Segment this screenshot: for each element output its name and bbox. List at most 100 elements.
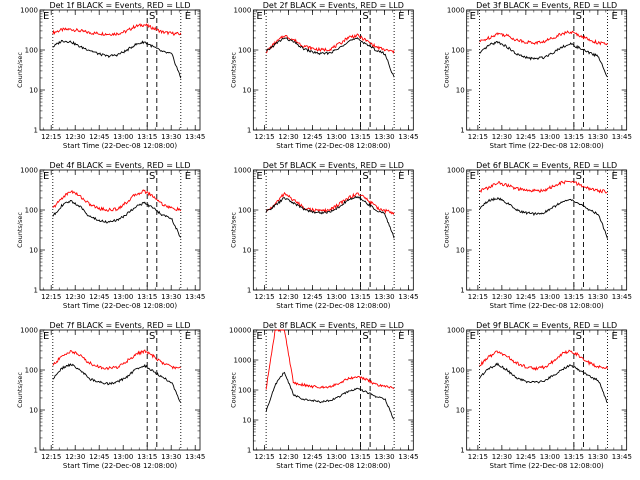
x-tick-label: 12:30 [65,133,85,141]
x-tick-label: 12:45 [89,453,109,461]
plot-frame [39,169,201,291]
x-tick-label: 12:30 [492,293,512,301]
y-tick-label: 100 [25,47,38,55]
x-tick-label: 12:15 [468,453,488,461]
y-tick-label: 10 [29,87,38,95]
y-tick-label: 100 [451,367,464,375]
y-tick-label: 1000 [234,7,252,15]
y-tick-label: 10 [242,87,251,95]
x-tick-label: 13:30 [374,293,394,301]
x-tick-label: 13:45 [185,293,205,301]
region-marker-e: E [611,171,617,182]
x-tick-label: 12:45 [516,453,536,461]
x-tick-label: 13:30 [161,133,181,141]
x-tick-label: 13:15 [564,293,584,301]
x-tick-label: 12:30 [278,293,298,301]
x-tick-label: 12:15 [468,293,488,301]
x-tick-label: 13:00 [113,133,133,141]
plot-frame [466,329,628,451]
region-marker-e: E [398,171,404,182]
x-tick-label: 13:15 [350,133,370,141]
x-tick-label: 13:00 [540,453,560,461]
x-tick-label: 12:45 [302,133,322,141]
x-tick-label: 13:30 [161,293,181,301]
x-tick-label: 13:45 [612,133,632,141]
y-tick-label: 10 [456,407,465,415]
x-tick-label: 13:45 [398,133,418,141]
y-axis-label: Counts/sec [16,52,24,88]
plot-frame [39,329,201,451]
region-marker-s: S [149,171,155,182]
x-tick-label: 13:00 [113,453,133,461]
y-tick-label: 1 [34,127,38,135]
panel-title: Det 2f BLACK = Events, RED = LLD [263,1,404,10]
region-marker-s: S [362,11,368,22]
region-marker-e: E [256,331,262,342]
plot-frame [466,9,628,131]
panel-title: Det 3f BLACK = Events, RED = LLD [476,1,617,10]
panel-8: Det 8f BLACK = Events, RED = LLD 1 10 100 10… [229,321,419,470]
x-tick-label: 13:15 [350,293,370,301]
x-tick-label: 12:45 [516,133,536,141]
region-marker-s: S [576,171,582,182]
y-tick-label: 1 [247,447,251,455]
y-tick-label: 10 [456,247,465,255]
y-tick-label: 100 [238,207,251,215]
x-tick-label: 13:15 [564,133,584,141]
y-axis-label: Counts/sec [443,52,451,88]
x-tick-label: 13:00 [540,133,560,141]
region-marker-e: E [470,171,476,182]
y-tick-label: 1000 [20,7,38,15]
x-tick-label: 12:45 [516,293,536,301]
y-tick-label: 1 [247,287,251,295]
x-tick-label: 13:00 [113,293,133,301]
region-marker-e: E [398,331,404,342]
x-axis-label: Start Time (22-Dec-08 12:08:00) [276,462,390,470]
x-tick-label: 12:30 [65,453,85,461]
x-axis-label: Start Time (22-Dec-08 12:08:00) [63,142,177,150]
x-tick-label: 13:45 [398,453,418,461]
plot-frame [252,169,414,291]
lld-series-line [479,180,608,194]
lld-series-line [265,191,395,216]
panel-title: Det 7f BLACK = Events, RED = LLD [49,321,190,330]
x-tick-label: 12:45 [89,133,109,141]
x-tick-label: 13:30 [588,133,608,141]
y-tick-label: 1000 [447,167,465,175]
y-tick-label: 100 [25,207,38,215]
lld-series-line [52,23,182,37]
panel-title: Det 5f BLACK = Events, RED = LLD [263,161,404,170]
y-tick-label: 1 [460,127,464,135]
region-marker-e: E [256,171,262,182]
lld-series-line [52,189,182,213]
x-axis-label: Start Time (22-Dec-08 12:08:00) [490,302,604,310]
events-series-line [52,39,182,79]
lld-series-line [52,349,181,371]
y-axis-label: Counts/sec [443,212,451,248]
panel-3: Det 3f BLACK = Events, RED = LLD 1 10 100 10… [443,1,632,150]
lld-series-line [265,329,395,390]
x-axis-label: Start Time (22-Dec-08 12:08:00) [276,142,390,150]
x-tick-label: 13:30 [161,453,181,461]
y-tick-label: 10000 [229,327,251,335]
lld-series-line [479,30,608,46]
x-tick-label: 12:15 [41,293,61,301]
y-tick-label: 1 [247,127,251,135]
panel-7: Det 7f BLACK = Events, RED = LLD 1 10 100 10… [16,321,205,470]
region-marker-s: S [149,11,155,22]
x-tick-label: 13:15 [137,133,157,141]
x-tick-label: 13:00 [326,453,346,461]
y-axis-label: Counts/sec [16,372,24,408]
panel-4: Det 4f BLACK = Events, RED = LLD 1 10 100 10… [16,161,205,310]
y-tick-label: 1000 [234,167,252,175]
y-tick-label: 1000 [447,7,465,15]
x-tick-label: 13:45 [612,293,632,301]
plot-frame [39,9,201,131]
panel-1: Det 1f BLACK = Events, RED = LLD 1 10 100 10… [16,1,205,150]
lld-series-line [265,33,395,54]
plot-frame [466,169,628,291]
y-axis-label: Counts/sec [443,372,451,408]
x-tick-label: 13:45 [398,293,418,301]
y-tick-label: 1000 [447,327,465,335]
